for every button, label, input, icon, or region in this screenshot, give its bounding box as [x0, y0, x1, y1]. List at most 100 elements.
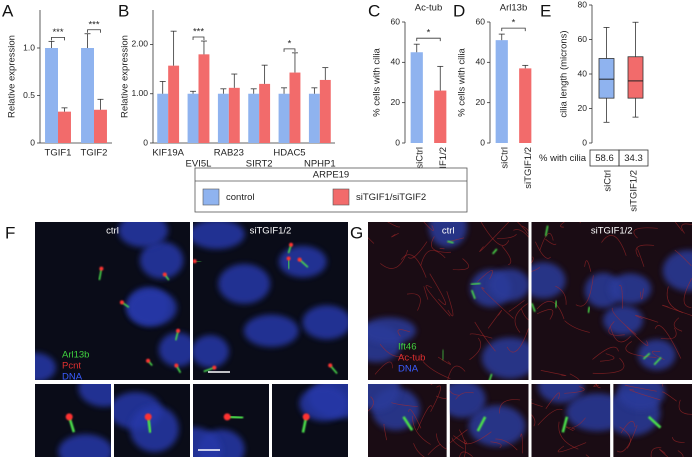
- y-tick-label: 60: [578, 34, 588, 44]
- fiber: [592, 346, 619, 360]
- bar: [259, 83, 271, 143]
- x-tick-label: siCtrl: [499, 147, 510, 169]
- micrograph: [613, 384, 692, 457]
- fiber: [564, 320, 590, 333]
- bar: [308, 93, 320, 143]
- cilium: [554, 300, 558, 308]
- fiber: [425, 285, 451, 317]
- fiber: [449, 429, 468, 444]
- fiber: [506, 328, 529, 353]
- sig-bracket: [416, 37, 441, 42]
- fiber: [413, 443, 425, 457]
- panel-letter: D: [453, 1, 465, 20]
- nucleus: [193, 222, 245, 250]
- fiber: [662, 384, 664, 387]
- nucleus: [78, 384, 111, 407]
- fiber: [609, 326, 632, 343]
- fiber: [633, 227, 658, 239]
- fiber: [537, 408, 563, 426]
- centrosome: [302, 413, 310, 421]
- fiber: [592, 357, 625, 374]
- bar: [157, 93, 169, 143]
- fiber: [368, 237, 375, 244]
- channel-label: Arl13b: [62, 350, 89, 361]
- fiber: [571, 417, 586, 428]
- y-axis-label: cilia length (microns): [559, 30, 570, 117]
- nucleus: [299, 385, 348, 422]
- cilium: [476, 416, 487, 432]
- fiber: [451, 437, 464, 449]
- fiber: [681, 223, 692, 234]
- y-axis-label: % cells with cilia: [457, 47, 468, 116]
- centrosome: [99, 266, 104, 271]
- micrograph: [193, 222, 348, 380]
- micrograph: [114, 384, 190, 457]
- bar: [81, 48, 94, 143]
- nucleus: [538, 384, 584, 403]
- fiber: [672, 436, 685, 443]
- fiber: [474, 321, 496, 352]
- fiber: [575, 275, 594, 307]
- fiber: [431, 236, 452, 253]
- nucleus: [489, 268, 529, 302]
- fiber: [501, 245, 512, 266]
- fiber: [624, 384, 657, 392]
- centrosome: [65, 413, 73, 421]
- bar: [217, 93, 229, 143]
- fiber: [620, 420, 636, 434]
- fiber: [539, 232, 554, 251]
- fiber: [619, 285, 623, 309]
- fiber: [439, 247, 445, 250]
- sig-label: *: [288, 38, 292, 49]
- fiber: [635, 315, 659, 323]
- fiber: [560, 222, 565, 228]
- fiber: [437, 356, 451, 365]
- centrosome: [146, 358, 151, 363]
- y-tick-label: 20: [476, 97, 486, 107]
- cilium: [402, 416, 414, 431]
- bar: [289, 72, 301, 143]
- fiber: [513, 229, 529, 238]
- legend-swatch: [202, 188, 220, 206]
- cilium: [488, 373, 493, 380]
- x-tick-label: EVI5L: [186, 159, 212, 170]
- nucleus: [139, 241, 184, 279]
- panel-letter: E: [540, 1, 551, 20]
- fiber: [400, 254, 427, 278]
- sig-bracket: [501, 27, 526, 32]
- fiber: [517, 222, 528, 235]
- fiber: [412, 415, 431, 445]
- cilium: [470, 282, 481, 286]
- centrosome: [176, 328, 181, 333]
- fiber: [635, 244, 655, 258]
- x-tick-label: TGIF2: [81, 148, 108, 159]
- sig-bracket: [51, 36, 65, 41]
- box: [627, 56, 644, 99]
- nucleus: [662, 250, 692, 292]
- fiber: [408, 408, 422, 429]
- fiber: [540, 370, 567, 377]
- y-tick-label: 40: [578, 68, 588, 78]
- cilium: [561, 416, 569, 433]
- bar: [168, 65, 180, 143]
- fiber: [565, 426, 576, 432]
- fiber: [420, 250, 446, 266]
- chart-title: Ac-tub: [415, 3, 442, 14]
- nucleus: [368, 384, 400, 411]
- y-tick-label: 0: [30, 137, 35, 147]
- summary-value: 58.6: [595, 153, 614, 164]
- x-tick-label: NPHP1: [304, 159, 336, 170]
- cilium: [642, 352, 651, 360]
- nucleus: [368, 317, 416, 344]
- nucleus: [449, 384, 486, 418]
- fiber: [661, 391, 677, 402]
- fiber: [531, 399, 543, 408]
- fiber: [536, 301, 565, 320]
- micrograph: [272, 384, 348, 457]
- centrosome: [297, 257, 302, 262]
- y-tick-label: 0: [395, 137, 400, 147]
- fiber: [391, 232, 399, 238]
- fiber: [495, 438, 518, 451]
